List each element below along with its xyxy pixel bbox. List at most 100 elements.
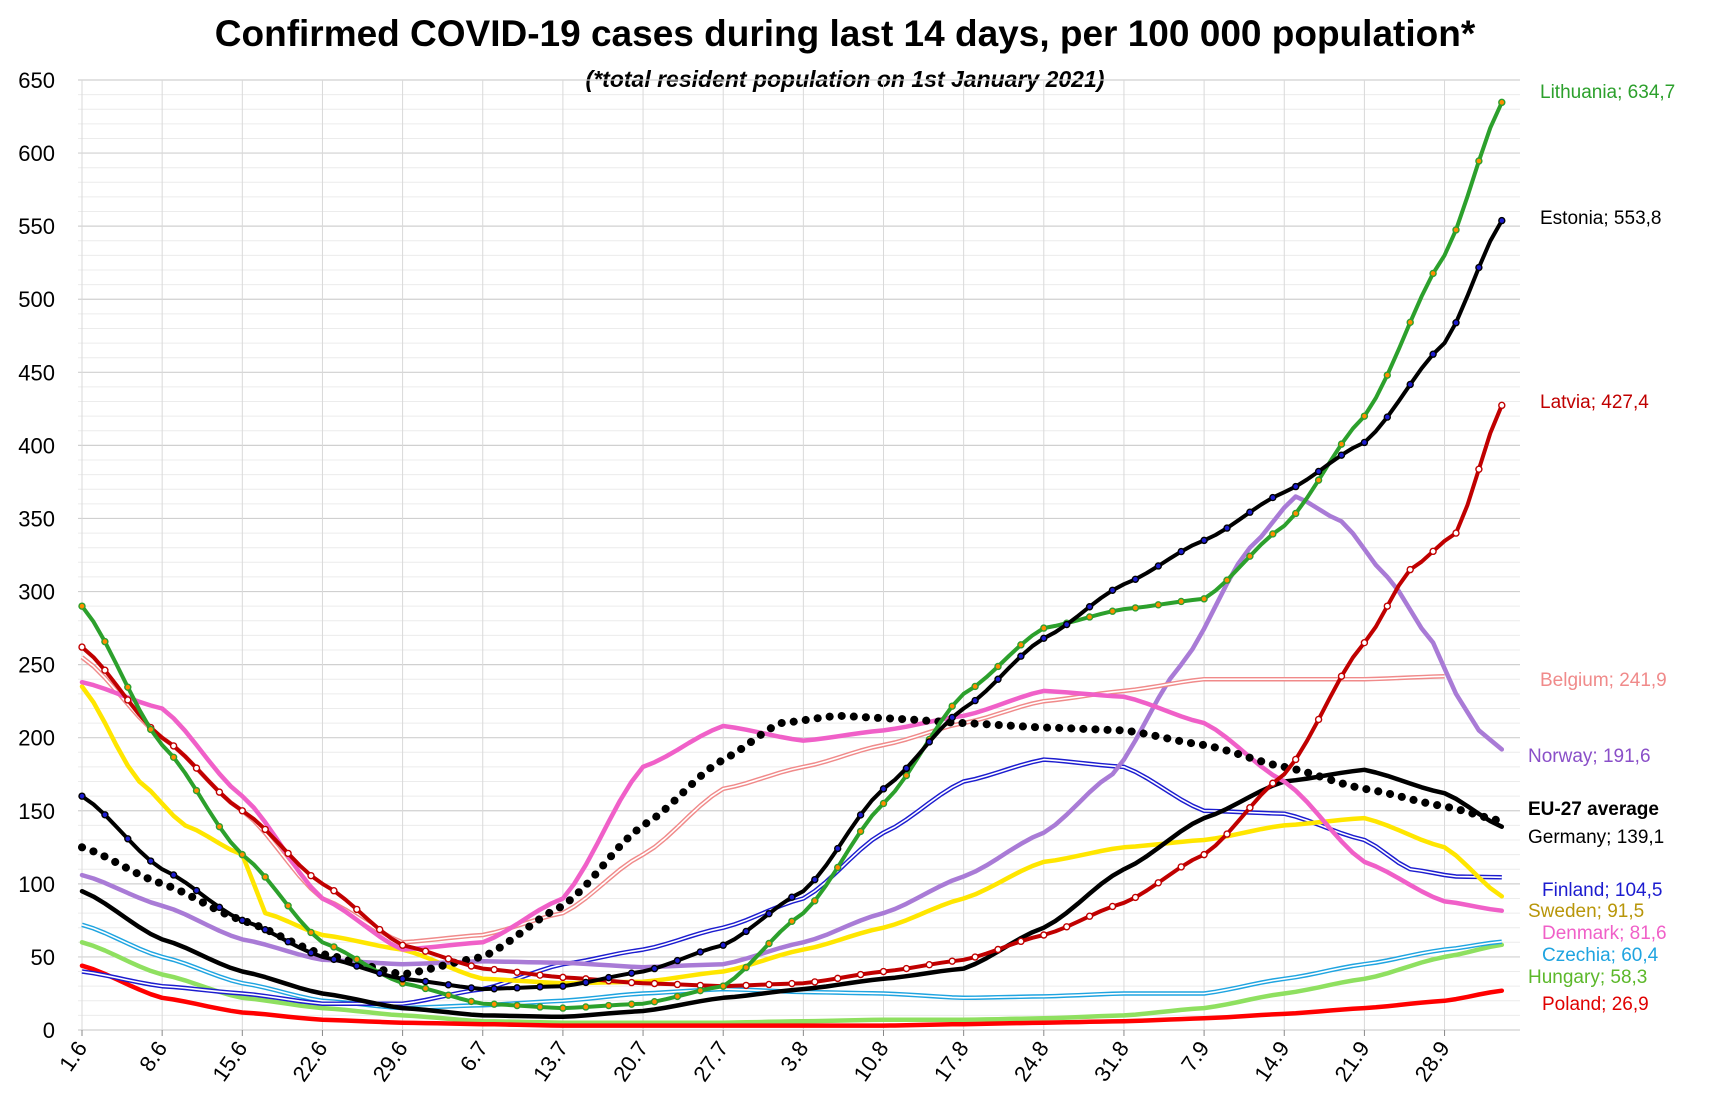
series-end-label: Sweden; 91,5 — [1528, 901, 1644, 922]
y-tick-label: 350 — [18, 506, 55, 531]
series-point — [1337, 672, 1346, 680]
series-point — [78, 643, 86, 651]
series-point — [811, 897, 819, 905]
series-line-inner — [81, 924, 1502, 1009]
series-point — [169, 753, 178, 762]
series-point — [1200, 595, 1208, 603]
series-line — [79, 963, 1505, 1028]
x-tick-label: 14.9 — [1249, 1037, 1294, 1086]
series-point — [467, 997, 475, 1006]
series-point — [559, 1004, 567, 1012]
series-point — [856, 827, 865, 836]
series-point — [971, 682, 979, 691]
series-point — [376, 969, 384, 977]
x-axis: 1.6 8.6 15.6 22.6 29.6 6.7 13.7 20.7 27.7 3.8 10.8… — [54, 1030, 1455, 1086]
series-point — [765, 980, 773, 989]
series-point — [696, 986, 704, 995]
series-point — [1360, 412, 1369, 420]
x-tick-label: 17.8 — [929, 1037, 974, 1086]
series-point — [513, 984, 521, 992]
series-point — [467, 962, 475, 970]
series-point — [1108, 902, 1117, 911]
series-point — [536, 983, 544, 991]
series-point — [467, 984, 475, 992]
y-tick-label: 400 — [18, 433, 55, 458]
series-point — [1452, 318, 1460, 327]
y-tick-label: 650 — [18, 68, 55, 93]
series-norway — [79, 494, 1505, 970]
series-point — [1314, 467, 1323, 476]
series-point — [78, 792, 86, 800]
series-point — [101, 811, 109, 819]
series-point — [879, 799, 888, 808]
series-point — [1498, 401, 1506, 410]
y-tick-label: 200 — [18, 726, 55, 751]
x-tick-label: 7.9 — [1176, 1037, 1214, 1076]
series-point — [1383, 413, 1392, 421]
series-point — [673, 956, 682, 965]
series-point — [490, 965, 498, 974]
series-point — [948, 713, 956, 722]
y-tick-label: 300 — [18, 580, 55, 605]
series-point — [261, 873, 269, 881]
series-point — [1131, 893, 1140, 902]
series-point — [1406, 380, 1414, 389]
series-point — [627, 978, 636, 987]
series-line — [79, 940, 1505, 1025]
series-point — [490, 1000, 498, 1008]
series-point — [811, 875, 819, 884]
series-point — [994, 662, 1002, 671]
series-point — [1017, 652, 1025, 660]
series-point — [1337, 440, 1346, 448]
x-tick-label: 6.7 — [455, 1037, 493, 1076]
series-point — [925, 738, 933, 746]
series-point — [582, 1003, 590, 1011]
series-point — [261, 926, 269, 934]
series-point — [1223, 524, 1231, 532]
series-point — [673, 992, 682, 1001]
series-point — [421, 984, 430, 993]
x-tick-label: 15.6 — [207, 1037, 252, 1086]
series-point — [1337, 451, 1346, 459]
series-point — [1223, 576, 1231, 584]
series-point — [788, 917, 796, 925]
series-point — [1314, 715, 1323, 724]
series-point — [536, 1003, 544, 1011]
chart-title: Confirmed COVID-19 cases during last 14 … — [215, 13, 1476, 54]
series-point — [1429, 269, 1437, 278]
y-tick-label: 250 — [18, 653, 55, 678]
series-point — [1085, 613, 1094, 621]
series-point — [1383, 602, 1392, 610]
series-point — [948, 702, 956, 710]
series-point — [605, 973, 613, 982]
series-point — [215, 822, 224, 831]
series-point — [1314, 476, 1323, 484]
series-point — [1154, 879, 1163, 887]
series-point — [1269, 493, 1277, 502]
series-point — [1154, 601, 1163, 609]
series-point — [146, 857, 155, 865]
series-denmark — [79, 679, 1505, 952]
series-point — [238, 807, 247, 815]
x-tick-label: 24.8 — [1009, 1037, 1054, 1086]
series-point — [1291, 509, 1300, 518]
series-point — [1246, 552, 1254, 560]
series-line-inner — [81, 758, 1502, 1005]
x-tick-label: 29.6 — [368, 1037, 413, 1086]
series-point — [192, 764, 201, 772]
y-axis: 0 50 100 150 200 250 300 350 400 450 500 550 600 650 — [18, 68, 55, 1043]
series-point — [650, 998, 659, 1006]
series-point — [169, 742, 178, 750]
series-point — [421, 947, 430, 955]
series-point — [1017, 641, 1025, 649]
series-point — [1360, 638, 1369, 647]
series-point — [902, 771, 911, 780]
x-tick-label: 27.7 — [688, 1037, 733, 1086]
series-lithuania — [78, 98, 1506, 1012]
series-point — [765, 939, 773, 948]
series-point — [1108, 586, 1117, 595]
series-point — [605, 1001, 613, 1010]
x-tick-label: 13.7 — [528, 1037, 573, 1086]
series-point — [948, 957, 956, 965]
series-point — [1177, 863, 1185, 871]
